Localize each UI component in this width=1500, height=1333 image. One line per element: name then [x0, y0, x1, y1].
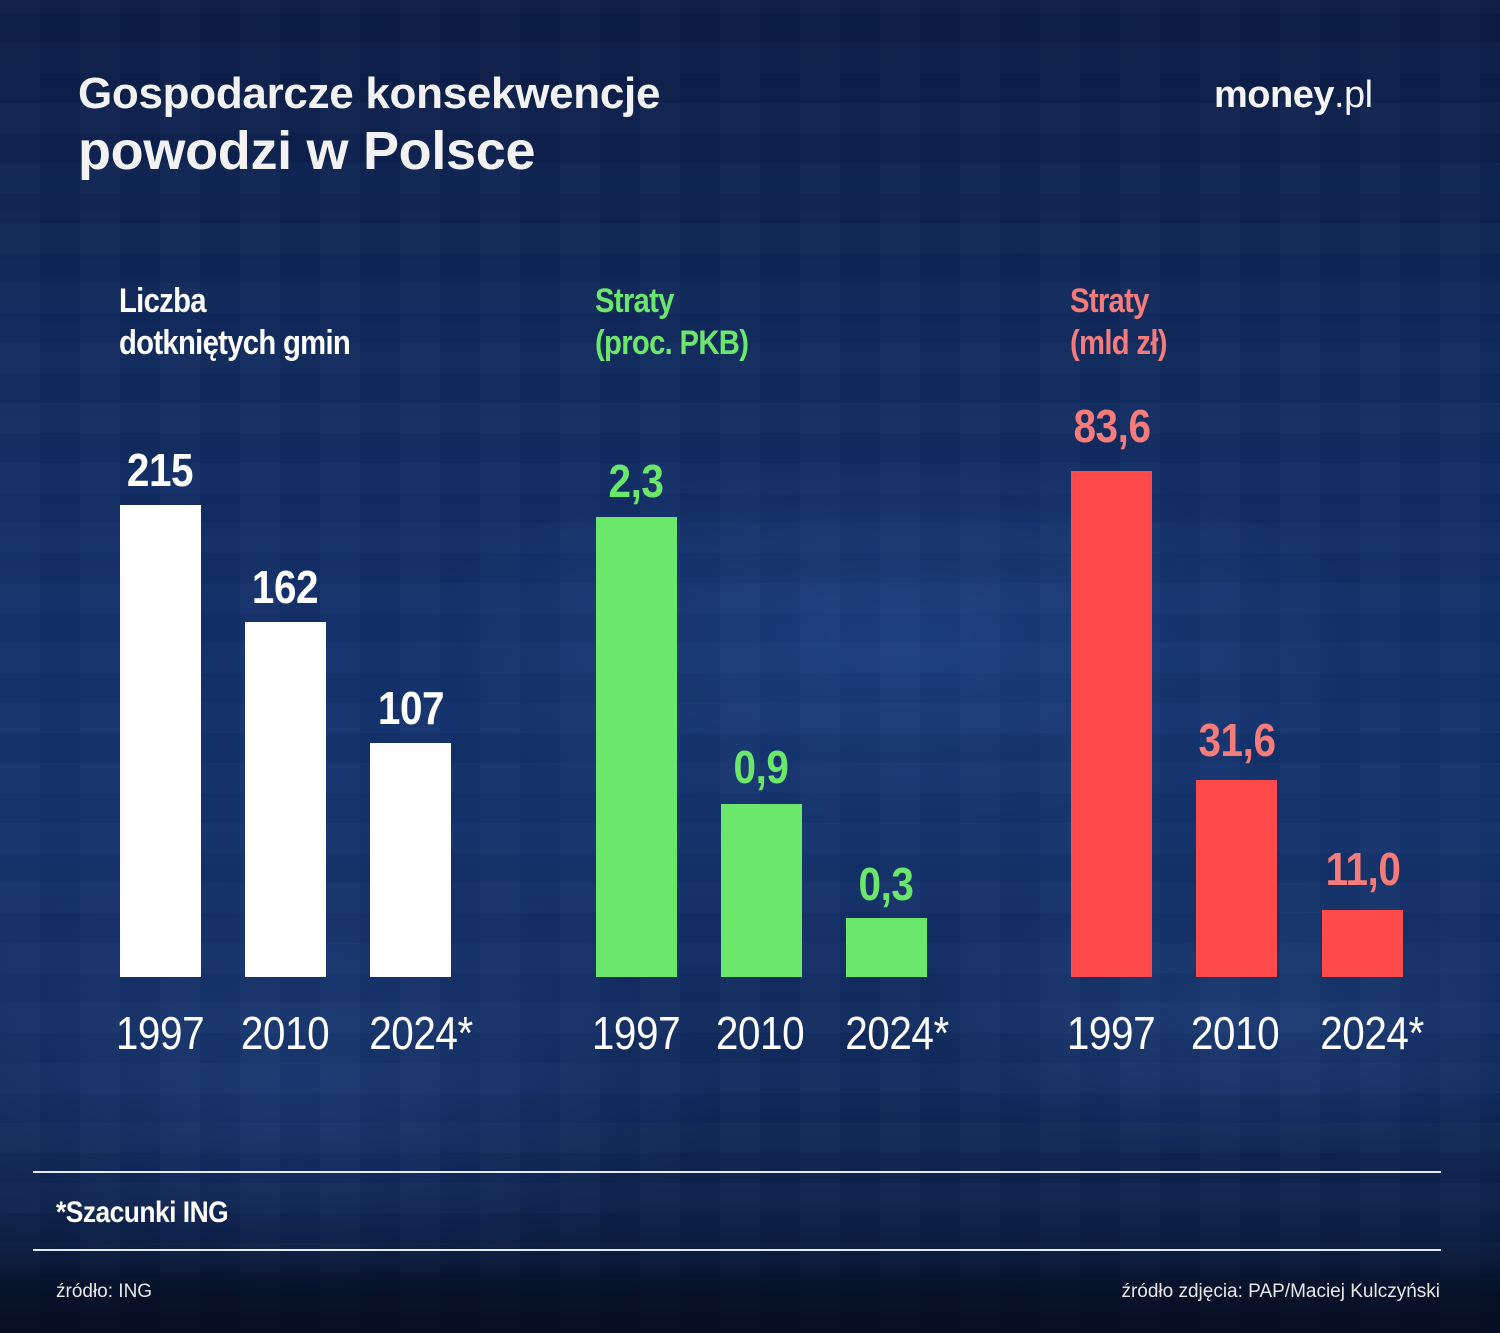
group-title-line-2: dotkniętych gmin — [119, 324, 351, 362]
group-title-pkb: Straty (proc. PKB) — [595, 280, 749, 364]
photo-source: źródło zdjęcia: PAP/Maciej Kulczyński — [1121, 1281, 1440, 1302]
value-label: 0,3 — [858, 858, 914, 910]
money-pl-logo: money.pl — [1214, 74, 1373, 117]
value-label: 31,6 — [1198, 714, 1276, 766]
bar-gminy-1997 — [120, 505, 201, 977]
x-tick-label: 2024* — [1320, 1007, 1424, 1059]
x-tick-label: 1997 — [1066, 1007, 1156, 1059]
x-tick-label: 2024* — [845, 1007, 949, 1059]
value-label: 107 — [377, 682, 445, 734]
data-source: źródło: ING — [56, 1281, 153, 1302]
bar-mld-2010 — [1196, 780, 1277, 977]
x-tick-label: 2010 — [1190, 1007, 1280, 1059]
bar-mld-2024 — [1322, 910, 1403, 977]
divider-bottom — [33, 1249, 1441, 1251]
bar-gminy-2024 — [370, 743, 451, 977]
bar-pkb-2010 — [721, 804, 802, 977]
x-tick-label: 2010 — [240, 1007, 330, 1059]
title-line-2: powodzi w Polsce — [78, 121, 536, 181]
title-line-1: Gospodarcze konsekwencje — [78, 69, 661, 118]
logo-brand: money — [1214, 74, 1334, 116]
value-label: 0,9 — [733, 741, 789, 793]
x-tick-label: 2010 — [715, 1007, 805, 1059]
group-title-line-1: Straty — [1070, 282, 1149, 320]
bar-pkb-2024 — [846, 918, 927, 977]
x-tick-label: 1997 — [115, 1007, 205, 1059]
divider-top — [33, 1171, 1441, 1173]
x-tick-label: 2024* — [369, 1007, 473, 1059]
group-title-line-2: (mld zł) — [1070, 324, 1168, 362]
group-title-mld-zl: Straty (mld zł) — [1070, 280, 1168, 364]
x-tick-label: 1997 — [591, 1007, 681, 1059]
group-title-gminy: Liczba dotkniętych gmin — [119, 280, 351, 364]
value-label: 83,6 — [1073, 400, 1151, 452]
logo-tld: .pl — [1333, 74, 1373, 116]
estimate-footnote: *Szacunki ING — [56, 1196, 229, 1229]
group-title-line-1: Straty — [595, 282, 674, 320]
bar-pkb-1997 — [596, 517, 677, 977]
value-label: 2,3 — [608, 455, 664, 507]
footer-shade — [0, 1240, 1500, 1333]
bar-gminy-2010 — [245, 622, 326, 977]
bar-mld-1997 — [1071, 471, 1152, 977]
value-label: 215 — [126, 444, 194, 496]
value-label: 11,0 — [1325, 843, 1401, 895]
group-title-line-2: (proc. PKB) — [595, 324, 749, 362]
value-label: 162 — [251, 561, 319, 613]
group-title-line-1: Liczba — [119, 282, 207, 320]
page-title: Gospodarcze konsekwencje powodzi w Polsc… — [78, 69, 661, 181]
